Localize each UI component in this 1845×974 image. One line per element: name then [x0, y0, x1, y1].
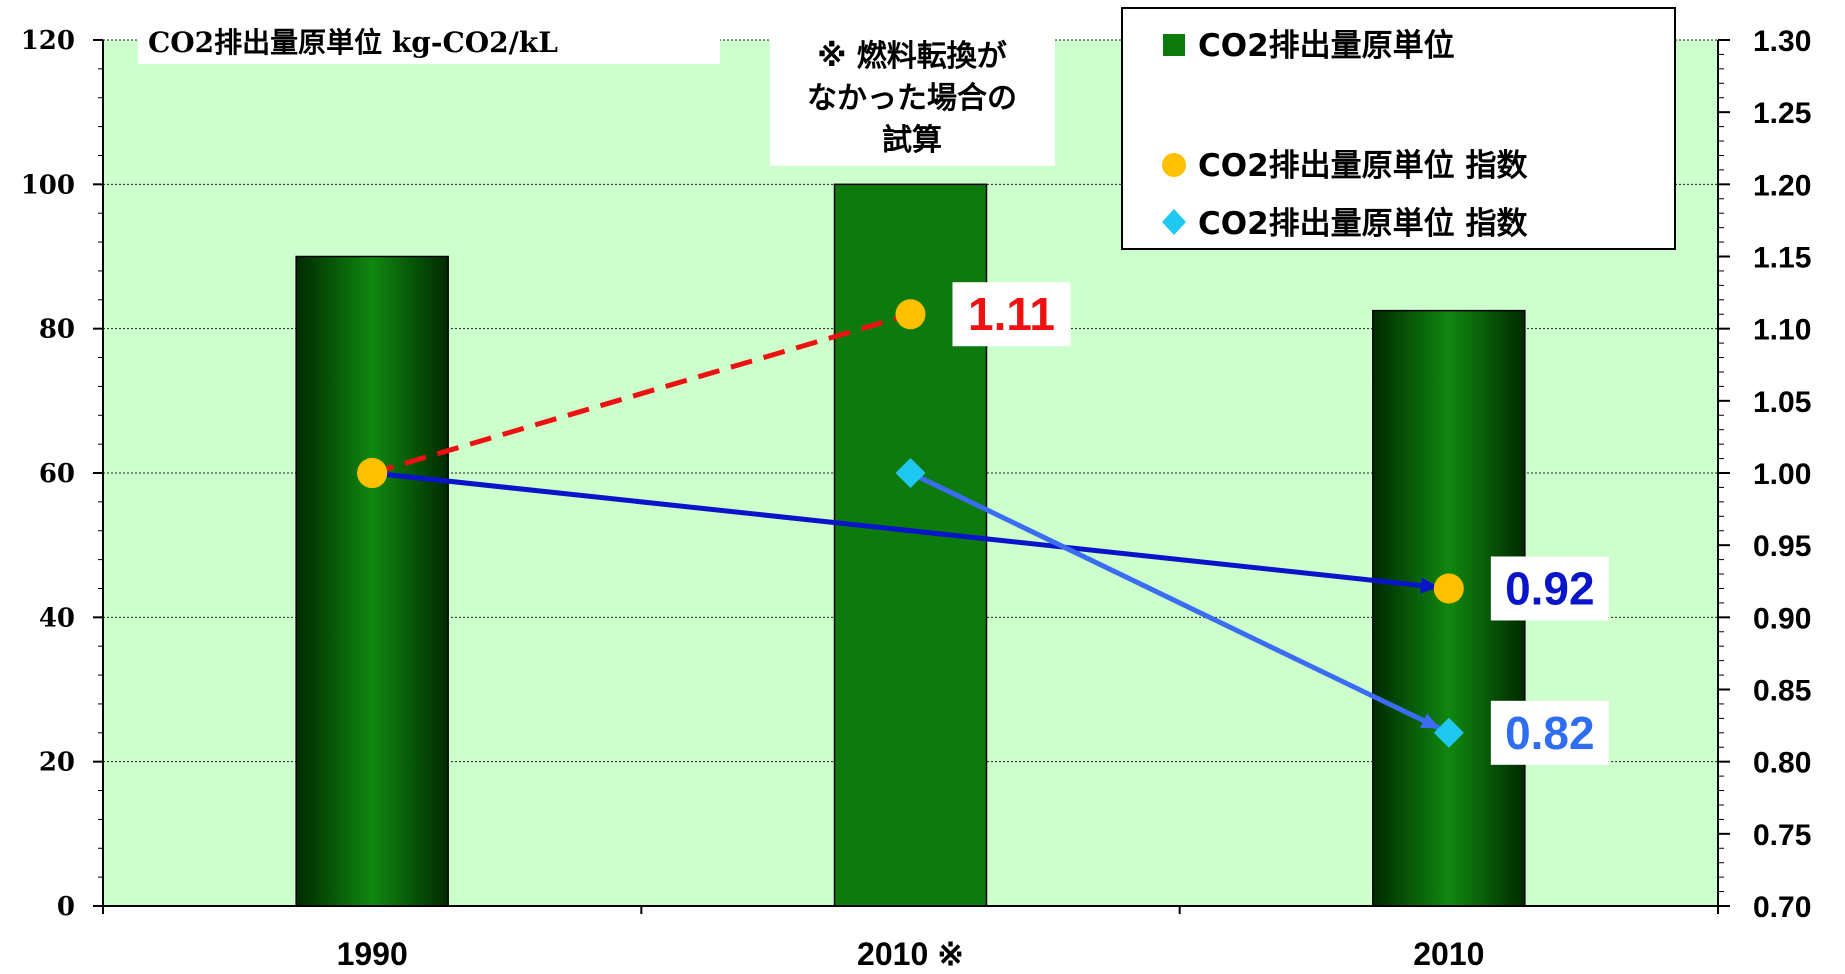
- y2-tick-label: 0.90: [1753, 602, 1811, 635]
- y-tick-label: 100: [21, 170, 75, 200]
- legend-bar-swatch: [1163, 34, 1185, 56]
- legend-label-bar: CO2排出量原単位: [1198, 28, 1455, 64]
- y2-tick-label: 1.05: [1753, 386, 1811, 419]
- unit-label-box: CO2排出量原単位 kg-CO2/kL: [138, 20, 720, 64]
- x-tick-label: 2010: [1413, 936, 1484, 972]
- legend-label-index-diamond: CO2排出量原単位 指数: [1198, 206, 1527, 242]
- y2-tick-label: 0.95: [1753, 530, 1811, 563]
- y2-tick-label: 1.00: [1753, 458, 1811, 491]
- y2-tick-label: 1.20: [1753, 169, 1811, 202]
- circle-marker: [1434, 573, 1464, 603]
- data-label: 1.11: [953, 282, 1071, 346]
- y-tick-label: 40: [39, 603, 75, 633]
- note-line-3: 試算: [882, 123, 942, 158]
- circle-marker: [896, 299, 926, 329]
- circle-marker: [357, 458, 387, 488]
- y2-tick-label: 1.15: [1753, 242, 1811, 275]
- note-box: ※ 燃料転換が なかった場合の 試算: [770, 28, 1055, 166]
- note-line-1: ※ 燃料転換が: [817, 39, 1007, 74]
- y2-tick-label: 0.85: [1753, 675, 1811, 708]
- y2-tick-label: 1.25: [1753, 97, 1811, 130]
- legend-circle-marker: [1162, 153, 1186, 177]
- y2-tick-label: 0.70: [1753, 891, 1811, 924]
- y2-tick-label: 1.10: [1753, 314, 1811, 347]
- y-tick-label: 20: [39, 748, 75, 778]
- x-tick-label: 2010 ※: [857, 936, 964, 972]
- data-label-text: 0.82: [1505, 707, 1595, 759]
- y-tick-label: 0: [57, 892, 75, 922]
- data-label: 0.92: [1491, 556, 1609, 620]
- y2-tick-label: 0.75: [1753, 819, 1811, 852]
- bar: [296, 257, 448, 907]
- y-tick-label: 120: [21, 26, 75, 56]
- legend-label-index-circle: CO2排出量原単位 指数: [1198, 148, 1527, 184]
- data-label: 0.82: [1491, 701, 1609, 765]
- legend: CO2排出量原単位 CO2排出量原単位 指数 CO2排出量原単位 指数: [1122, 8, 1675, 249]
- data-label-text: 1.11: [968, 288, 1055, 340]
- x-tick-label: 1990: [337, 936, 408, 972]
- y-tick-label: 80: [39, 315, 75, 345]
- y-tick-label: 60: [39, 459, 75, 489]
- data-label-text: 0.92: [1505, 562, 1595, 614]
- note-line-2: なかった場合の: [807, 81, 1017, 116]
- y2-tick-label: 1.30: [1753, 25, 1811, 58]
- y2-tick-label: 0.80: [1753, 747, 1811, 780]
- unit-label: CO2排出量原単位 kg-CO2/kL: [148, 26, 558, 59]
